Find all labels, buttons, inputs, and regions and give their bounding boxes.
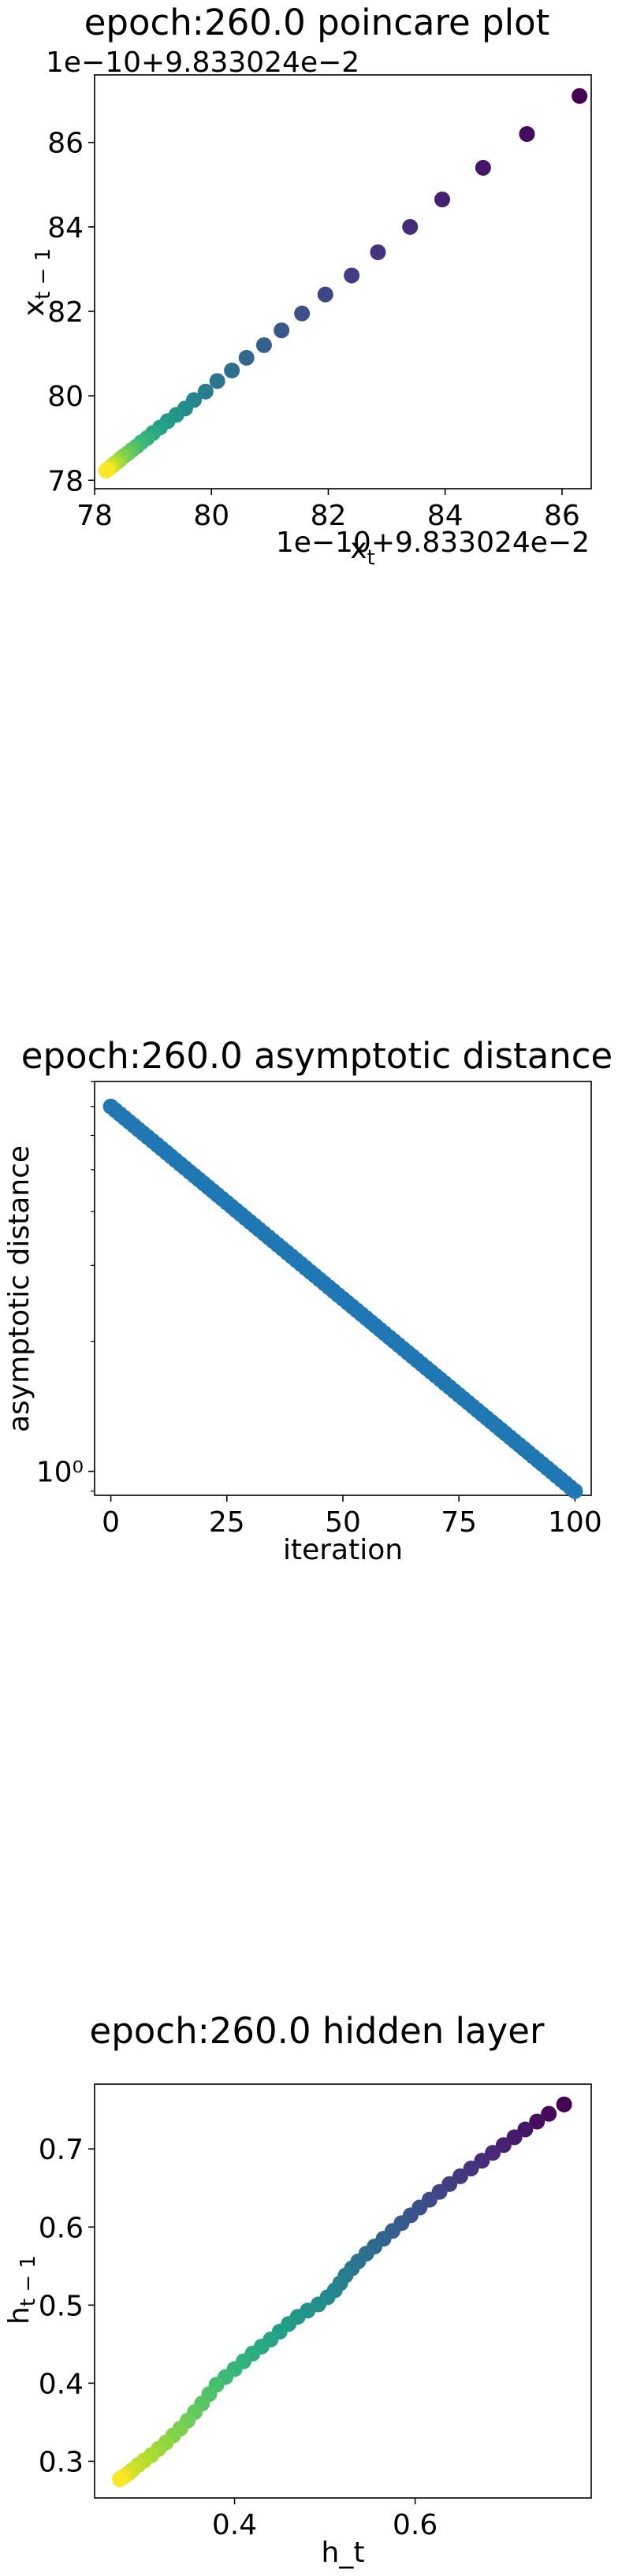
y-tick-label: 0.4 [39, 2368, 84, 2400]
data-point [572, 87, 588, 104]
x-tick-label: 82 [311, 500, 347, 532]
x-tick-label: 78 [76, 500, 113, 532]
asymptotic-y-ticks: 10⁰ [36, 1081, 95, 1492]
data-point [112, 2471, 128, 2488]
data-point [475, 159, 491, 176]
data-point [529, 2113, 545, 2130]
y-tick-label: 82 [47, 296, 84, 329]
hidden-layer-x-ticks: 0.4 0.6 [212, 2498, 438, 2541]
hidden-layer-y-ticks: 0.3 0.4 0.5 0.6 0.7 [39, 2134, 95, 2478]
y-tick-label: 78 [47, 465, 84, 497]
asymptotic-x-label: iteration [283, 1534, 403, 1566]
data-point [474, 2153, 490, 2169]
data-point [567, 1483, 583, 1499]
data-point [434, 192, 450, 208]
data-point [506, 2129, 523, 2146]
data-point [485, 2145, 501, 2161]
poincare-x-offset: 1e−10+9.833024e−2 [276, 527, 590, 559]
data-point [495, 2137, 512, 2153]
asymptotic-points [102, 1098, 583, 1499]
poincare-title: epoch:260.0 poincare plot [84, 2, 550, 43]
x-tick-label: 84 [427, 500, 464, 532]
asymptotic-chart: epoch:260.0 asymptotic distance 0 25 50 75 1… [3, 1035, 613, 1566]
hidden-layer-plot-area [94, 2083, 592, 2499]
hidden-layer-chart: epoch:260.0 hidden layer 0.4 0.6 0.30.40.… [3, 2010, 592, 2569]
data-point [452, 2168, 468, 2184]
x-tick-label: 0.4 [212, 2509, 257, 2541]
y-tick-label: 86 [47, 128, 84, 160]
x-tick-label: 80 [193, 500, 229, 532]
data-point [519, 126, 535, 142]
hidden-layer-x-label: h_t [322, 2537, 365, 2569]
poincare-y-offset: 1e−10+9.833024e−2 [46, 47, 359, 79]
asymptotic-title: epoch:260.0 asymptotic distance [21, 1035, 613, 1077]
hidden-layer-y-label: ht − 1 [3, 2255, 40, 2325]
data-point [402, 218, 419, 235]
x-tick-label: 0 [102, 1506, 120, 1539]
asymptotic-y-label: asymptotic distance [3, 1145, 35, 1432]
x-tick-label: 25 [209, 1506, 245, 1539]
poincare-points [98, 87, 588, 478]
data-point [274, 322, 290, 339]
y-tick-label: 80 [47, 381, 84, 413]
data-point [370, 244, 386, 260]
x-tick-label: 0.6 [393, 2509, 438, 2541]
x-tick-label: 100 [548, 1506, 602, 1539]
data-point [541, 2105, 557, 2122]
poincare-y-label: xt − 1 [18, 248, 55, 316]
y-tick-label: 0.3 [39, 2446, 84, 2478]
data-point [344, 267, 360, 284]
y-tick-label: 0.5 [39, 2290, 84, 2322]
hidden-layer-title: epoch:260.0 hidden layer [90, 2010, 545, 2052]
data-point [224, 363, 240, 378]
data-point [556, 2096, 572, 2113]
x-tick-label: 75 [441, 1506, 477, 1539]
y-tick-label: 0.7 [39, 2134, 84, 2166]
poincare-y-ticks: 78 80 82 84 86 [47, 128, 95, 497]
y-tick-label: 0.6 [39, 2212, 84, 2244]
hidden-layer-points [112, 2096, 572, 2488]
data-point [517, 2121, 534, 2138]
data-point [238, 349, 255, 366]
data-point [197, 383, 214, 400]
data-point [255, 337, 272, 353]
data-point [463, 2160, 479, 2176]
x-tick-label: 86 [544, 500, 580, 532]
data-point [209, 373, 225, 389]
data-point [317, 286, 333, 303]
asymptotic-x-ticks: 0 25 50 75 100 [102, 1495, 602, 1539]
x-tick-label: 50 [325, 1506, 361, 1539]
poincare-x-ticks: 78 80 82 84 86 [76, 489, 580, 532]
data-point [294, 305, 311, 322]
y-tick-label: 10⁰ [36, 1457, 84, 1489]
data-point [98, 462, 114, 478]
poincare-plot-area [94, 74, 592, 490]
y-tick-label: 84 [47, 212, 84, 244]
poincare-chart: epoch:260.0 poincare plot 1e−10+9.833024… [18, 2, 592, 570]
